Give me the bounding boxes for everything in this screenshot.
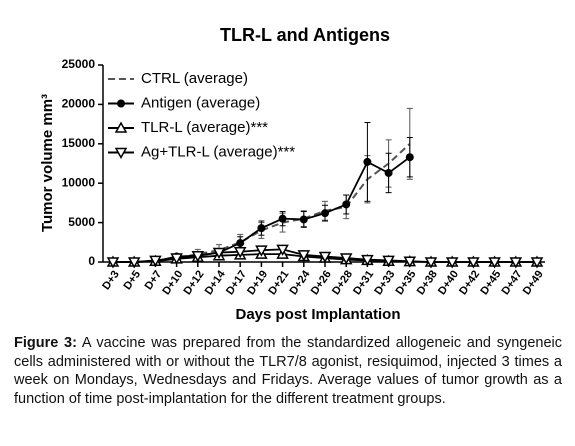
y-axis-label: Tumor volume mm³ xyxy=(39,94,56,232)
y-tick-label: 20000 xyxy=(62,97,96,111)
marker xyxy=(233,247,247,259)
marker xyxy=(530,257,544,269)
marker xyxy=(403,256,417,268)
y-tick-label: 25000 xyxy=(62,57,96,71)
x-tick-label: D+40 xyxy=(436,269,461,298)
y-tick-label: 15000 xyxy=(62,136,96,150)
marker xyxy=(212,247,226,260)
x-tick-label: D+45 xyxy=(478,269,503,298)
marker xyxy=(278,214,287,223)
marker xyxy=(361,254,374,267)
x-tick-label: D+14 xyxy=(203,268,229,297)
x-tick-label: D+28 xyxy=(330,269,355,298)
x-tick-label: D+5 xyxy=(121,269,143,293)
marker xyxy=(509,257,523,269)
caption-text: A vaccine was prepared from the standard… xyxy=(14,335,562,407)
marker xyxy=(191,250,205,263)
marker xyxy=(363,157,372,166)
marker xyxy=(488,257,501,269)
marker xyxy=(106,257,120,269)
x-tick-label: D+33 xyxy=(372,269,397,298)
marker xyxy=(114,147,128,160)
marker xyxy=(276,244,289,256)
caption-label: Figure 3: xyxy=(14,335,77,351)
y-tick-label: 10000 xyxy=(62,175,96,189)
chart: TLR-L and Antigens Tumor volume mm³ Days… xyxy=(39,25,546,323)
x-tick-label: D+12 xyxy=(182,269,207,298)
legend-label: TLR-L (average)*** xyxy=(141,119,268,136)
x-axis-label: Days post Implantation xyxy=(235,306,400,323)
x-tick-label: D+24 xyxy=(288,268,314,297)
marker xyxy=(236,239,245,248)
marker xyxy=(445,257,459,269)
marker xyxy=(424,257,438,269)
marker xyxy=(149,255,162,267)
marker xyxy=(384,168,393,177)
x-tick-label: D+31 xyxy=(351,269,376,298)
legend-label: CTRL (average) xyxy=(141,70,248,87)
legend-label: Ag+TLR-L (average)*** xyxy=(141,143,295,160)
marker xyxy=(299,215,308,224)
x-tick-label: D+10 xyxy=(160,269,185,298)
x-tick-label: D+21 xyxy=(266,269,291,298)
marker xyxy=(467,257,480,269)
caption: Figure 3: A vaccine was prepared from th… xyxy=(14,334,562,408)
chart-title: TLR-L and Antigens xyxy=(220,25,390,45)
x-tick-label: D+26 xyxy=(309,269,334,298)
x-tick-label: D+38 xyxy=(415,269,440,298)
y-tick-label: 0 xyxy=(88,254,95,268)
x-tick-label: D+35 xyxy=(394,269,419,298)
marker xyxy=(114,121,128,133)
marker xyxy=(255,245,268,257)
marker xyxy=(405,153,414,162)
marker xyxy=(318,251,332,264)
marker xyxy=(342,200,351,209)
marker xyxy=(257,224,266,233)
marker xyxy=(117,99,125,108)
marker xyxy=(339,253,353,265)
legend-label: Antigen (average) xyxy=(141,94,260,111)
marker xyxy=(321,209,329,218)
x-tick-label: D+3 xyxy=(100,269,122,293)
marker xyxy=(127,257,141,269)
x-tick-label: D+47 xyxy=(500,269,525,298)
x-tick-label: D+42 xyxy=(457,269,482,298)
marker xyxy=(382,255,395,267)
x-tick-label: D+49 xyxy=(521,269,546,298)
x-tick-label: D+17 xyxy=(224,269,249,298)
y-tick-label: 5000 xyxy=(68,215,95,229)
marker xyxy=(297,250,311,262)
marker xyxy=(170,253,183,265)
x-tick-label: D+19 xyxy=(245,269,270,298)
